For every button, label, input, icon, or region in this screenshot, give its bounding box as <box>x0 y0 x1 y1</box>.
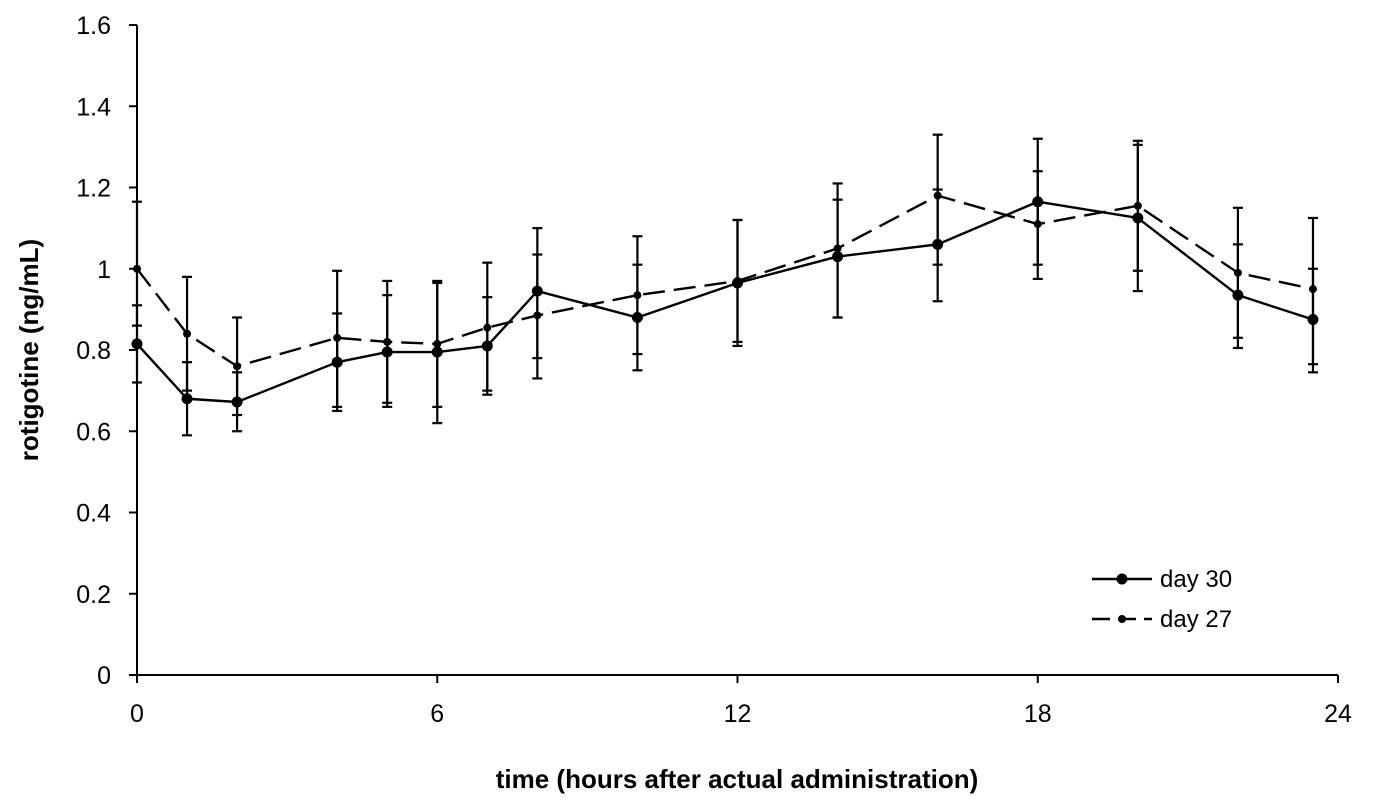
legend-label: day 30 <box>1160 566 1232 593</box>
series-day-30 <box>131 137 1319 437</box>
data-point <box>483 323 492 332</box>
data-point <box>933 191 942 200</box>
axes: 0 0.2 0.4 0.6 0.8 1 1.2 1.4 1.6 0 6 12 18 24 <box>76 12 1352 728</box>
legend-marker <box>1118 615 1126 623</box>
series-layer <box>131 133 1319 437</box>
x-tick-label: 6 <box>430 700 444 728</box>
series-day-27 <box>132 133 1318 417</box>
data-point <box>433 339 442 348</box>
data-point <box>1233 268 1242 277</box>
data-point <box>233 362 242 371</box>
x-axis-title: time (hours after actual administration) <box>496 764 979 794</box>
legend-item: day 30 <box>1092 566 1232 593</box>
y-tick-label: 0.8 <box>76 337 111 365</box>
y-tick-label: 0.6 <box>76 418 111 446</box>
y-axis-title: rotigotine (ng/mL) <box>14 239 44 461</box>
y-tick-label: 0.2 <box>76 581 111 609</box>
data-point <box>183 329 192 338</box>
y-tick-label: 0.4 <box>76 500 111 528</box>
legend: day 30 day 27 <box>1092 566 1232 633</box>
y-tick-label: 1.6 <box>76 12 111 40</box>
data-point <box>1033 220 1042 229</box>
y-tick-label: 1.4 <box>76 93 111 121</box>
data-point <box>1133 201 1142 210</box>
y-tick-label: 1.2 <box>76 175 111 203</box>
legend-item: day 27 <box>1092 606 1232 633</box>
x-tick-label: 12 <box>724 700 752 728</box>
x-tick-label: 24 <box>1324 700 1352 728</box>
data-point <box>1308 285 1317 294</box>
data-point <box>733 276 742 285</box>
data-point <box>383 337 392 346</box>
y-tick-label: 1 <box>97 256 111 284</box>
series-line <box>136 200 1314 404</box>
data-point <box>633 291 642 300</box>
series-line <box>136 194 1314 368</box>
data-point <box>533 311 542 320</box>
y-tick-label: 0 <box>97 662 111 690</box>
x-tick-label: 18 <box>1024 700 1052 728</box>
data-point <box>333 333 342 342</box>
legend-marker <box>1116 573 1128 585</box>
data-point <box>181 393 193 405</box>
data-point <box>131 338 143 350</box>
x-tick-label: 0 <box>130 700 144 728</box>
data-point <box>133 264 141 273</box>
data-point <box>833 244 842 253</box>
legend-label: day 27 <box>1160 606 1232 633</box>
